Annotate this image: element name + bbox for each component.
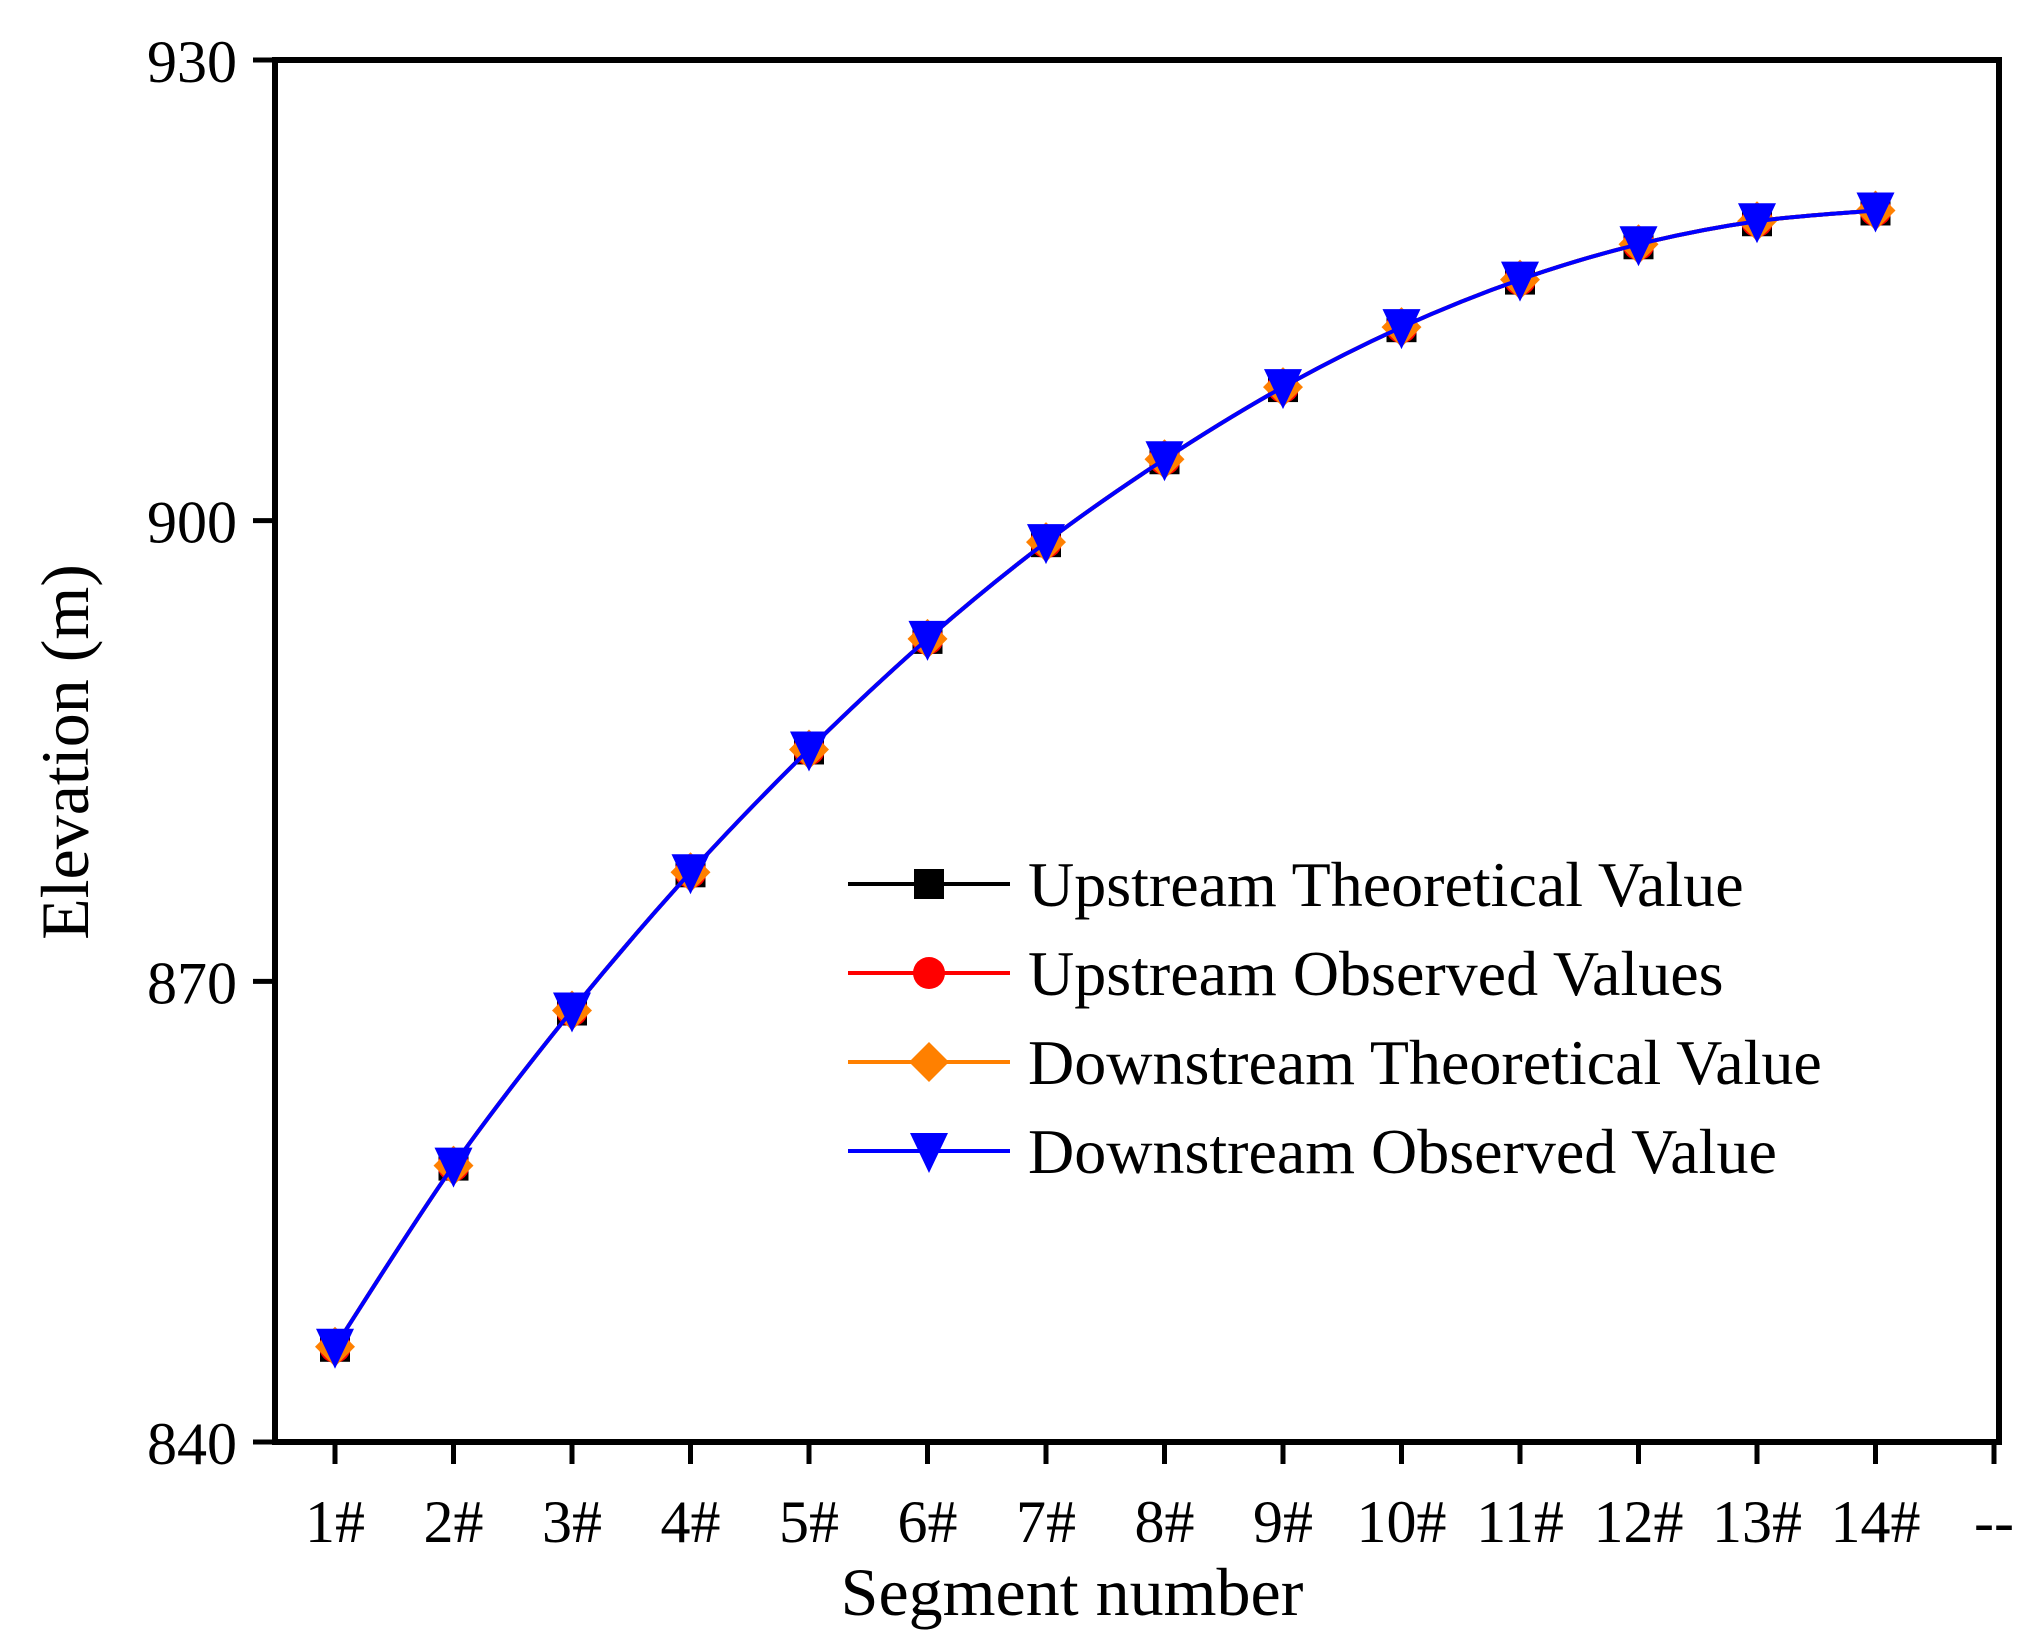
legend-marker-3 xyxy=(910,1133,948,1173)
point-3-11 xyxy=(1619,226,1658,267)
x-tick-label-2: 3# xyxy=(542,1489,602,1555)
y-tick-label-2: 900 xyxy=(147,490,237,556)
point-3-5 xyxy=(908,620,947,661)
x-tick-label-1: 2# xyxy=(424,1489,484,1555)
legend-item-3: Downstream Observed Value xyxy=(848,1116,1777,1187)
legend: Upstream Theoretical Value Upstream Obser… xyxy=(848,849,1822,1187)
x-axis-ticks: 1# 2# 3# 4# 5# 6# 7# 8# 9# 10# 11# 12# 13# 14# -- xyxy=(305,1442,2014,1555)
x-tick-label-7: 8# xyxy=(1135,1489,1195,1555)
legend-marker-1 xyxy=(913,957,945,989)
legend-label-2: Downstream Theoretical Value xyxy=(1028,1027,1822,1098)
point-3-0 xyxy=(316,1328,354,1369)
y-tick-label-0: 840 xyxy=(147,1411,237,1477)
y-tick-label-3: 930 xyxy=(147,29,237,95)
x-tick-label-12: 13# xyxy=(1712,1489,1802,1555)
point-3-3 xyxy=(671,854,710,895)
x-tick-label-4: 5# xyxy=(779,1489,839,1555)
point-3-8 xyxy=(1264,369,1302,410)
y-axis-title: Elevation (m) xyxy=(27,564,103,940)
x-tick-label-3: 4# xyxy=(661,1489,721,1555)
point-3-9 xyxy=(1382,309,1421,350)
point-3-12 xyxy=(1738,203,1776,244)
y-tick-label-1: 870 xyxy=(147,950,237,1016)
legend-item-0: Upstream Theoretical Value xyxy=(848,849,1744,920)
series-2 xyxy=(315,190,1896,1367)
y-axis-ticks: 840 870 900 930 xyxy=(147,29,275,1477)
point-3-2 xyxy=(553,992,591,1033)
x-tick-label-13: 14# xyxy=(1831,1489,1921,1555)
x-tick-label-10: 11# xyxy=(1476,1489,1564,1555)
x-tick-label-8: 9# xyxy=(1253,1489,1313,1555)
legend-label-1: Upstream Observed Values xyxy=(1028,938,1724,1009)
x-tick-label-14: -- xyxy=(1974,1489,2014,1555)
plot-frame xyxy=(272,57,2002,1445)
point-3-10 xyxy=(1501,261,1539,302)
point-3-1 xyxy=(434,1147,473,1188)
x-tick-label-6: 7# xyxy=(1016,1489,1076,1555)
legend-item-2: Downstream Theoretical Value xyxy=(848,1027,1822,1098)
x-axis-title: Segment number xyxy=(841,1554,1304,1630)
x-tick-label-9: 10# xyxy=(1357,1489,1447,1555)
series-3 xyxy=(316,192,1895,1369)
legend-marker-0 xyxy=(914,869,944,899)
x-tick-label-5: 6# xyxy=(898,1489,958,1555)
point-3-13 xyxy=(1856,192,1895,233)
point-3-6 xyxy=(1027,524,1065,565)
point-3-7 xyxy=(1145,441,1184,482)
legend-label-0: Upstream Theoretical Value xyxy=(1028,849,1744,920)
series-1 xyxy=(319,194,1892,1363)
series-layer xyxy=(315,190,1896,1369)
x-tick-label-0: 1# xyxy=(305,1489,365,1555)
point-3-4 xyxy=(790,731,828,772)
x-tick-label-11: 12# xyxy=(1594,1489,1684,1555)
legend-item-1: Upstream Observed Values xyxy=(848,938,1724,1009)
legend-marker-2 xyxy=(909,1042,949,1082)
legend-label-3: Downstream Observed Value xyxy=(1028,1116,1777,1187)
